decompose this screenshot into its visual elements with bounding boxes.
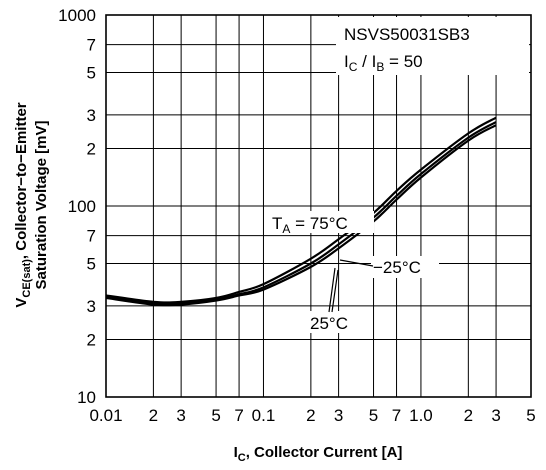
25c-label-bg <box>308 311 356 333</box>
series-label-minus25c: −25°C <box>373 258 421 277</box>
y-tick-label: 10 <box>77 388 96 407</box>
y-tick-label: 2 <box>87 331 96 350</box>
series-line-1 <box>105 121 497 305</box>
y-tick-label: 3 <box>87 297 96 316</box>
x-tick-label: 7 <box>392 406 401 425</box>
x-tick-label: 3 <box>176 406 185 425</box>
device-name: NSVS50031SB3 <box>344 25 470 44</box>
x-tick-label: 2 <box>149 406 158 425</box>
leader-minus25 <box>339 259 374 267</box>
x-tick-label: 1.0 <box>409 406 433 425</box>
condition-label: IC / IB = 50 <box>344 52 423 74</box>
x-tick-label: 3 <box>491 406 500 425</box>
x-tick-label: 0.01 <box>89 406 122 425</box>
y-tick-label: 100 <box>68 197 96 216</box>
grid-lines <box>106 15 531 397</box>
y-tick-label: 7 <box>87 36 96 55</box>
series-curves <box>105 116 497 307</box>
y-tick-label: 3 <box>87 106 96 125</box>
y-axis-title-line2: Saturation Voltage [mV] <box>33 121 50 290</box>
y-tick-label: 5 <box>87 63 96 82</box>
leader-25c-b <box>331 269 339 313</box>
x-tick-labels: 0.01 2 3 5 7 0.1 2 3 5 7 1.0 2 3 5 <box>89 406 535 425</box>
x-tick-label: 7 <box>234 406 243 425</box>
x-tick-label: 5 <box>369 406 378 425</box>
x-tick-label: 3 <box>334 406 343 425</box>
x-axis-title: IC, Collector Current [A] <box>234 444 403 464</box>
annotation-box <box>336 17 529 75</box>
x-tick-label: 2 <box>464 406 473 425</box>
series-label-25c: 25°C <box>310 314 348 333</box>
y-tick-label: 2 <box>87 140 96 159</box>
y-tick-labels: 10 2 3 5 7 100 2 3 5 7 1000 <box>58 6 96 407</box>
minus25-label-bg <box>371 256 439 278</box>
leader-25c-a <box>328 267 336 313</box>
y-tick-label: 5 <box>87 254 96 273</box>
x-tick-label: 2 <box>306 406 315 425</box>
y-tick-label: 1000 <box>58 6 96 25</box>
series-line-2 <box>105 124 497 307</box>
ta-label-bg <box>268 211 374 233</box>
x-tick-label: 0.1 <box>252 406 276 425</box>
x-tick-label: 5 <box>526 406 535 425</box>
x-tick-label: 5 <box>211 406 220 425</box>
plot-frame <box>105 14 532 398</box>
y-tick-label: 7 <box>87 227 96 246</box>
series-line-0 <box>105 116 497 304</box>
series-label-75c: TA = 75°C <box>272 214 348 236</box>
y-axis-title-line1: VCE(sat), Collector−to−Emitter <box>13 102 33 307</box>
